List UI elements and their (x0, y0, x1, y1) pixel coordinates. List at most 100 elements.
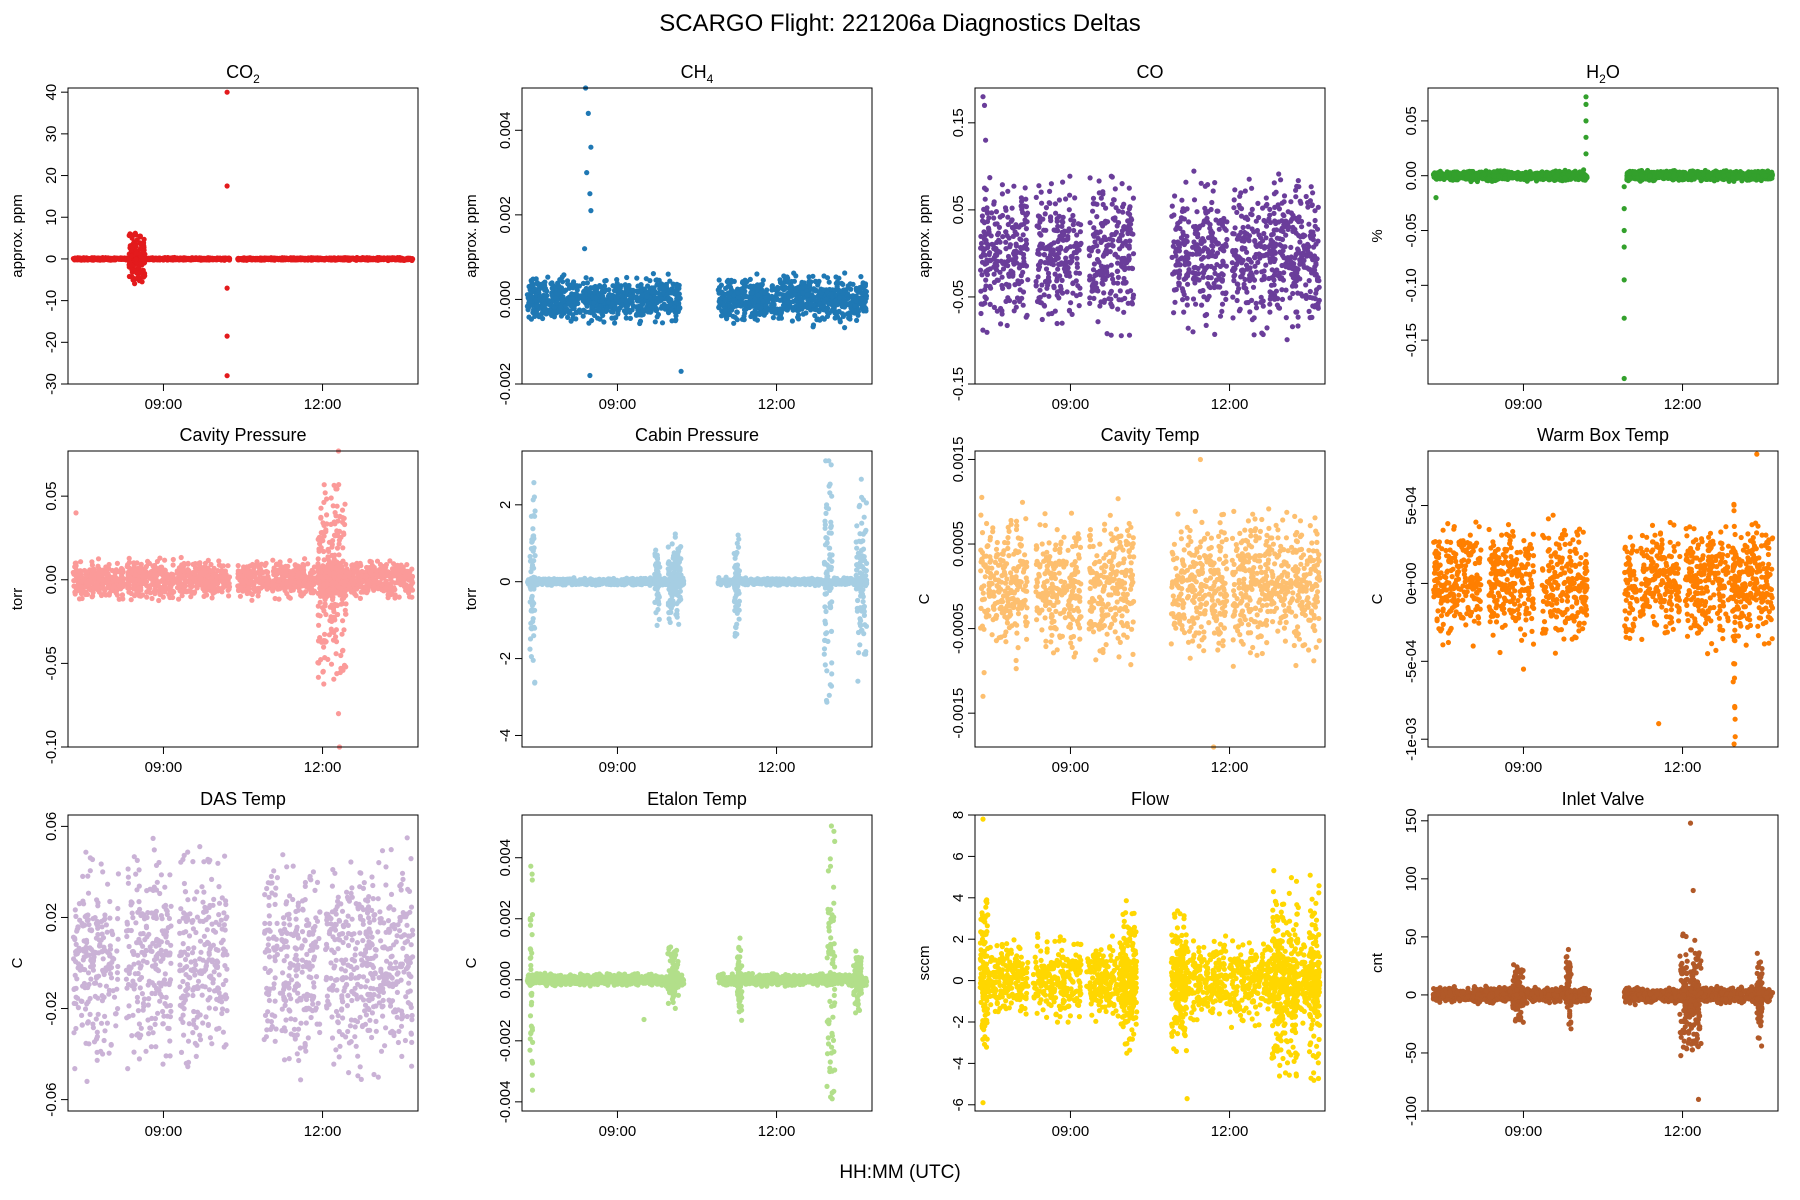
data-point (409, 256, 415, 262)
y-tick-label: 20 (43, 167, 60, 184)
data-point (1296, 184, 1302, 190)
data-point (1303, 282, 1309, 288)
data-point (979, 213, 986, 219)
data-point (1190, 244, 1196, 250)
data-point (1078, 222, 1084, 228)
x-tick-label: 09:00 (145, 396, 183, 413)
data-point (674, 284, 680, 290)
data-point (718, 282, 725, 288)
y-tick-label: -20 (43, 331, 60, 353)
data-point (993, 267, 1000, 273)
data-point (640, 307, 647, 313)
data-point (1063, 255, 1069, 261)
data-point (1245, 299, 1251, 306)
data-point (1224, 219, 1230, 225)
data-point (1005, 258, 1011, 264)
data-point (1217, 284, 1223, 290)
data-point (789, 318, 796, 324)
data-point (1223, 243, 1229, 249)
data-point (646, 308, 652, 314)
data-point (542, 287, 548, 293)
data-point (1068, 217, 1074, 223)
data-point (1214, 262, 1220, 268)
data-point (639, 292, 646, 298)
data-point (993, 252, 999, 258)
data-point (1275, 202, 1281, 208)
data-point (532, 313, 538, 319)
data-point (1191, 168, 1197, 174)
data-point (1210, 188, 1216, 194)
data-point (627, 315, 634, 321)
data-point (985, 225, 992, 231)
data-point (1179, 197, 1185, 203)
data-point (1222, 291, 1228, 297)
data-point (1053, 210, 1059, 216)
data-point (1237, 205, 1243, 211)
data-point (141, 274, 147, 280)
data-point (1277, 276, 1283, 282)
data-point (855, 312, 861, 318)
data-point (1314, 256, 1320, 262)
data-point (340, 255, 346, 261)
data-point (734, 309, 740, 315)
data-point (224, 285, 230, 291)
data-point (1242, 276, 1248, 283)
data-point (810, 273, 816, 279)
y-axis-label: approx. ppm (463, 194, 480, 277)
data-point (132, 276, 139, 282)
data-point (257, 257, 263, 263)
data-point (569, 295, 575, 301)
data-point (769, 293, 775, 299)
data-point (1057, 273, 1063, 279)
data-point (999, 182, 1006, 188)
data-point (835, 286, 841, 292)
data-point (1276, 305, 1283, 311)
data-point (224, 183, 230, 189)
data-point (1245, 256, 1251, 262)
data-point (100, 257, 107, 263)
data-point (815, 282, 821, 288)
data-point (551, 305, 558, 311)
y-tick-label: 0 (43, 255, 60, 263)
data-point (587, 191, 593, 197)
data-point (1060, 232, 1066, 239)
data-point (649, 289, 656, 295)
data-point (1184, 206, 1190, 212)
data-point (582, 246, 588, 252)
data-point (984, 218, 991, 225)
data-point (1017, 287, 1023, 293)
data-point (1100, 201, 1106, 208)
data-point (1267, 289, 1273, 295)
data-point (1048, 181, 1054, 187)
data-point (81, 256, 87, 262)
data-point (624, 304, 630, 310)
data-point (1270, 255, 1276, 261)
data-point (1023, 196, 1029, 202)
data-point (988, 233, 994, 239)
data-point (1299, 224, 1305, 230)
data-point (1112, 186, 1118, 192)
series-points (1430, 94, 1775, 382)
data-point (147, 256, 153, 262)
data-point (981, 102, 988, 108)
data-point (1288, 244, 1294, 250)
data-point (1055, 223, 1061, 229)
data-point (1209, 199, 1215, 206)
data-point (1018, 195, 1024, 201)
data-point (1288, 199, 1294, 205)
data-point (1242, 188, 1248, 194)
data-point (1088, 248, 1094, 254)
data-point (1279, 236, 1286, 243)
data-point (224, 373, 230, 379)
data-point (810, 324, 816, 330)
data-point (1231, 205, 1237, 211)
data-point (281, 255, 287, 261)
data-point (1266, 244, 1272, 250)
data-point (1069, 253, 1075, 259)
data-point (1219, 271, 1225, 277)
data-point (1005, 188, 1011, 194)
data-point (216, 256, 222, 262)
data-point (1022, 185, 1028, 191)
data-point (983, 295, 989, 302)
